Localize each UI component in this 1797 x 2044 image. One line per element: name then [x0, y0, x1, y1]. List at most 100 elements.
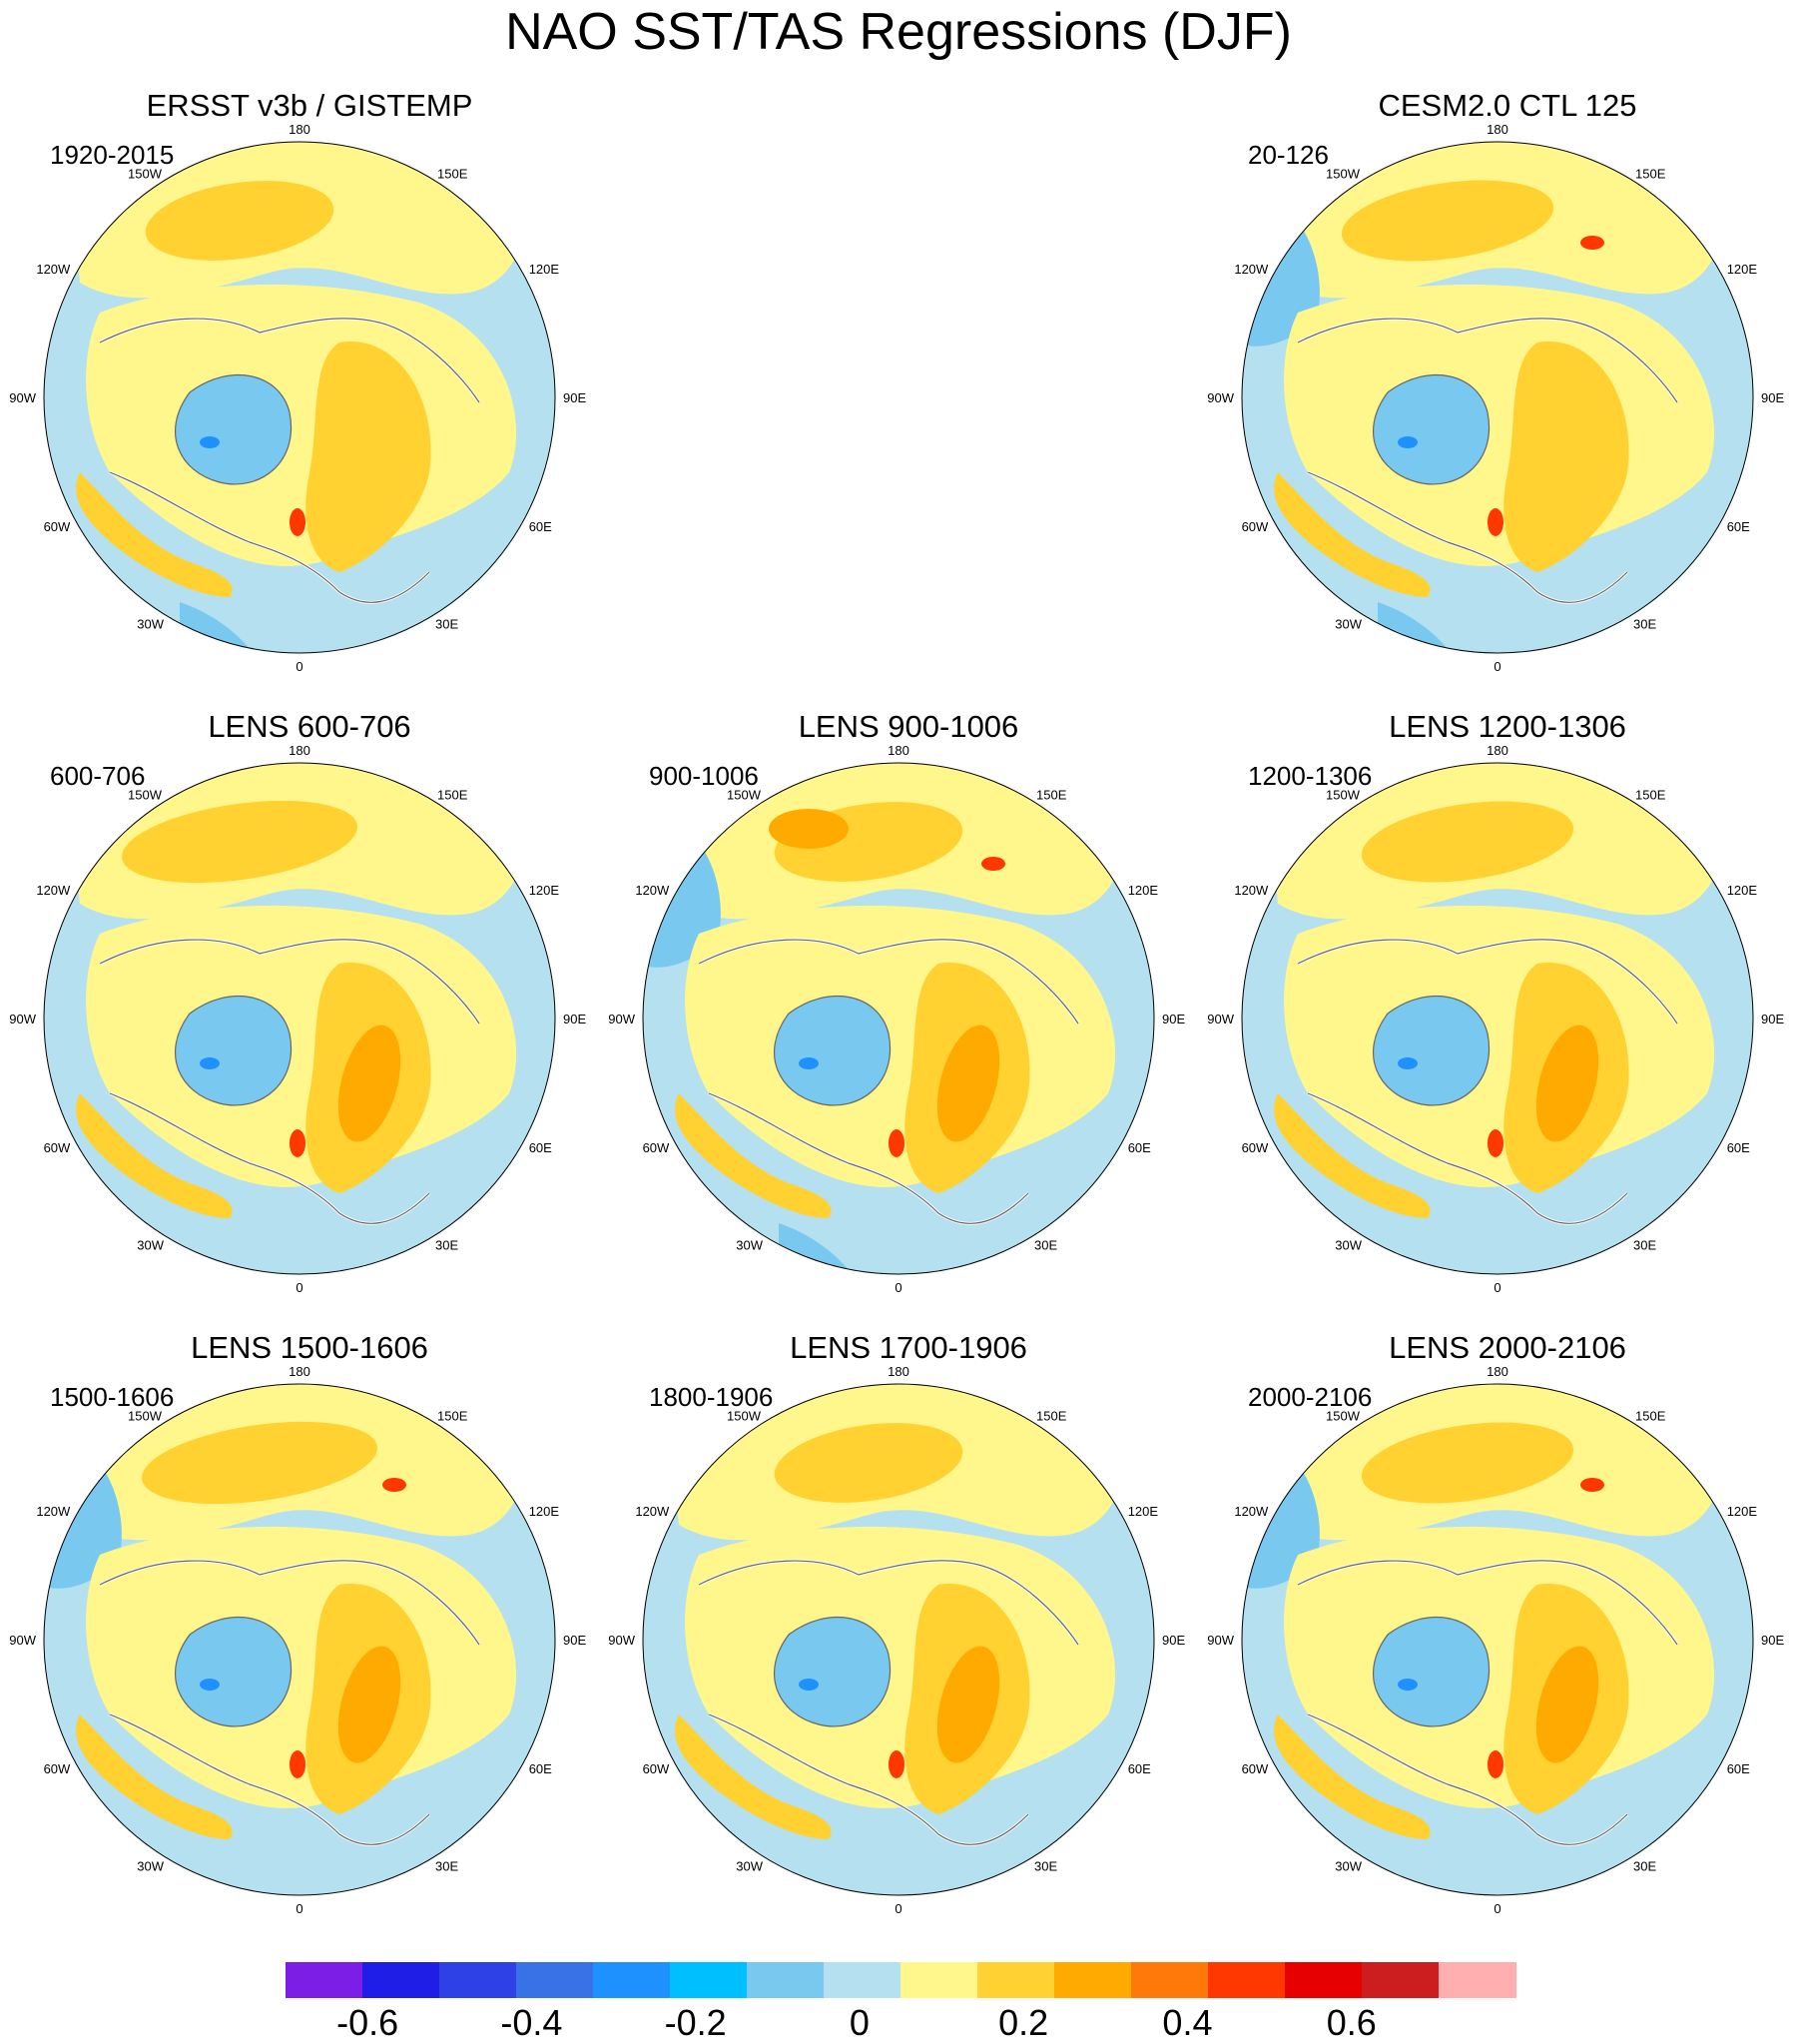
longitude-label-upper-left: 150W [727, 1408, 762, 1423]
colorbar-tick-label: -0.4 [500, 2002, 563, 2043]
colorbar-box [1131, 1962, 1209, 1998]
longitude-label-left-lower: 60W [1242, 1761, 1269, 1776]
longitude-label-lower-right: 30E [1633, 1238, 1656, 1253]
longitude-label-top: 180 [1487, 122, 1508, 137]
colorbar-tick-label: -0.6 [336, 2002, 399, 2043]
colorbar-box [593, 1962, 671, 1998]
colorbar-box [824, 1962, 901, 1998]
panel-title: LENS 1200-1306 [1389, 709, 1626, 744]
polar-map: 180 150W 150E 120W 120E 90W 90E 60W 60E 30W 30E 0 [9, 1364, 586, 1916]
longitude-label-lower-right: 30E [1633, 1859, 1656, 1874]
longitude-label-left-upper: 120W [36, 1504, 71, 1519]
longitude-label-lower-left: 30W [137, 1859, 164, 1874]
longitude-label-upper-left: 150W [128, 166, 163, 181]
colorbar-box [286, 1962, 363, 1998]
panel-title: ERSST v3b / GISTEMP [146, 88, 473, 123]
panel-title: LENS 900-1006 [798, 709, 1019, 744]
longitude-label-right-upper: 120E [529, 883, 560, 898]
longitude-label-upper-left: 150W [1326, 166, 1361, 181]
longitude-label-left: 90W [9, 1012, 36, 1026]
longitude-label-left: 90W [9, 390, 36, 405]
figure-title: NAO SST/TAS Regressions (DJF) [505, 3, 1292, 61]
colorbar: -0.6 -0.4 -0.2 0 0.2 0.4 0.6 [286, 1962, 1516, 2043]
longitude-label-left: 90W [9, 1633, 36, 1648]
longitude-label-upper-left: 150W [727, 787, 762, 802]
longitude-label-right-upper: 120E [529, 1504, 560, 1519]
longitude-label-upper-right: 150E [1635, 787, 1666, 802]
map-panel-lens-1200: LENS 1200-1306 1200-1306 180 150W 150E 120W… [1207, 709, 1797, 1328]
polar-map: 180 150W 150E 120W 120E 90W 90E 60W 60E 30W 30E 0 [608, 1364, 1185, 1916]
longitude-label-right: 90E [563, 1633, 586, 1648]
map-panel-lens-1700: LENS 1700-1906 1800-1906 180 150W 150E 120W… [608, 1330, 1198, 1949]
panel-period: 20-126 [1248, 140, 1329, 170]
longitude-label-right: 90E [1761, 1633, 1784, 1648]
longitude-label-lower-left: 30W [736, 1238, 763, 1253]
longitude-label-left-lower: 60W [44, 1761, 71, 1776]
colorbar-tick-label: 0.2 [998, 2002, 1049, 2043]
longitude-label-left: 90W [608, 1633, 635, 1648]
colorbar-box [362, 1962, 440, 1998]
colorbar-box [1054, 1962, 1132, 1998]
longitude-label-top: 180 [289, 122, 310, 137]
longitude-label-left: 90W [608, 1012, 635, 1026]
longitude-label-right-lower: 60E [529, 1761, 552, 1776]
panel-title: LENS 1700-1906 [790, 1330, 1027, 1365]
longitude-label-lower-left: 30W [137, 1238, 164, 1253]
longitude-label-top: 180 [289, 743, 310, 758]
longitude-label-top: 180 [888, 1364, 909, 1379]
longitude-label-right-lower: 60E [529, 519, 552, 534]
colorbar-tick-label: 0.6 [1326, 2002, 1377, 2043]
longitude-label-left-upper: 120W [635, 883, 670, 898]
longitude-label-left: 90W [1207, 1633, 1234, 1648]
colorbar-box [1285, 1962, 1363, 1998]
longitude-label-left-lower: 60W [44, 519, 71, 534]
longitude-label-left-upper: 120W [1234, 1504, 1269, 1519]
longitude-label-upper-left: 150W [1326, 1408, 1361, 1423]
longitude-label-lower-right: 30E [1034, 1238, 1057, 1253]
map-panel-lens-900: LENS 900-1006 900-1006 180 150W 150E 120W 12… [608, 709, 1198, 1328]
colorbar-box [439, 1962, 517, 1998]
longitude-label-upper-left: 150W [128, 1408, 163, 1423]
longitude-label-left-lower: 60W [643, 1761, 670, 1776]
longitude-label-upper-right: 150E [437, 1408, 468, 1423]
longitude-label-left-upper: 120W [36, 262, 71, 277]
panel-title: LENS 600-706 [208, 709, 411, 744]
longitude-label-bottom: 0 [895, 1901, 901, 1916]
panel-period: 2000-2106 [1248, 1382, 1373, 1412]
longitude-label-right-upper: 120E [1727, 1504, 1758, 1519]
longitude-label-top: 180 [289, 1364, 310, 1379]
panel-period: 1200-1306 [1248, 761, 1373, 791]
polar-map: 180 150W 150E 120W 120E 90W 90E 60W 60E 30W 30E 0 [608, 743, 1185, 1295]
longitude-label-left-lower: 60W [1242, 519, 1269, 534]
panel-period: 600-706 [50, 761, 146, 791]
colorbar-box [1208, 1962, 1286, 1998]
longitude-label-bottom: 0 [296, 1901, 302, 1916]
longitude-label-right: 90E [1761, 1012, 1784, 1026]
longitude-label-left-lower: 60W [643, 1140, 670, 1155]
polar-map: 180 150W 150E 120W 120E 90W 90E 60W 60E 30W 30E 0 [1207, 122, 1784, 674]
longitude-label-right-lower: 60E [1128, 1761, 1151, 1776]
panel-period: 1500-1606 [50, 1382, 175, 1412]
colorbar-tick-label: -0.2 [664, 2002, 727, 2043]
longitude-label-upper-left: 150W [128, 787, 163, 802]
longitude-label-left-upper: 120W [635, 1504, 670, 1519]
longitude-label-right-upper: 120E [529, 262, 560, 277]
longitude-label-right-lower: 60E [1727, 519, 1750, 534]
longitude-label-left-lower: 60W [44, 1140, 71, 1155]
longitude-label-lower-right: 30E [435, 1238, 458, 1253]
colorbar-box [1362, 1962, 1440, 1998]
longitude-label-lower-right: 30E [435, 1859, 458, 1874]
longitude-label-right-lower: 60E [1128, 1140, 1151, 1155]
longitude-label-right-lower: 60E [1727, 1140, 1750, 1155]
longitude-label-top: 180 [888, 743, 909, 758]
longitude-label-right: 90E [1761, 390, 1784, 405]
panel-title: LENS 2000-2106 [1389, 1330, 1626, 1365]
colorbar-box [670, 1962, 748, 1998]
colorbar-box [900, 1962, 978, 1998]
longitude-label-bottom: 0 [296, 1280, 302, 1295]
longitude-label-lower-right: 30E [435, 617, 458, 632]
longitude-label-bottom: 0 [895, 1280, 901, 1295]
colorbar-box [747, 1962, 825, 1998]
longitude-label-upper-right: 150E [1036, 787, 1067, 802]
polar-map: 180 150W 150E 120W 120E 90W 90E 60W 60E 30W 30E 0 [1207, 1364, 1784, 1916]
